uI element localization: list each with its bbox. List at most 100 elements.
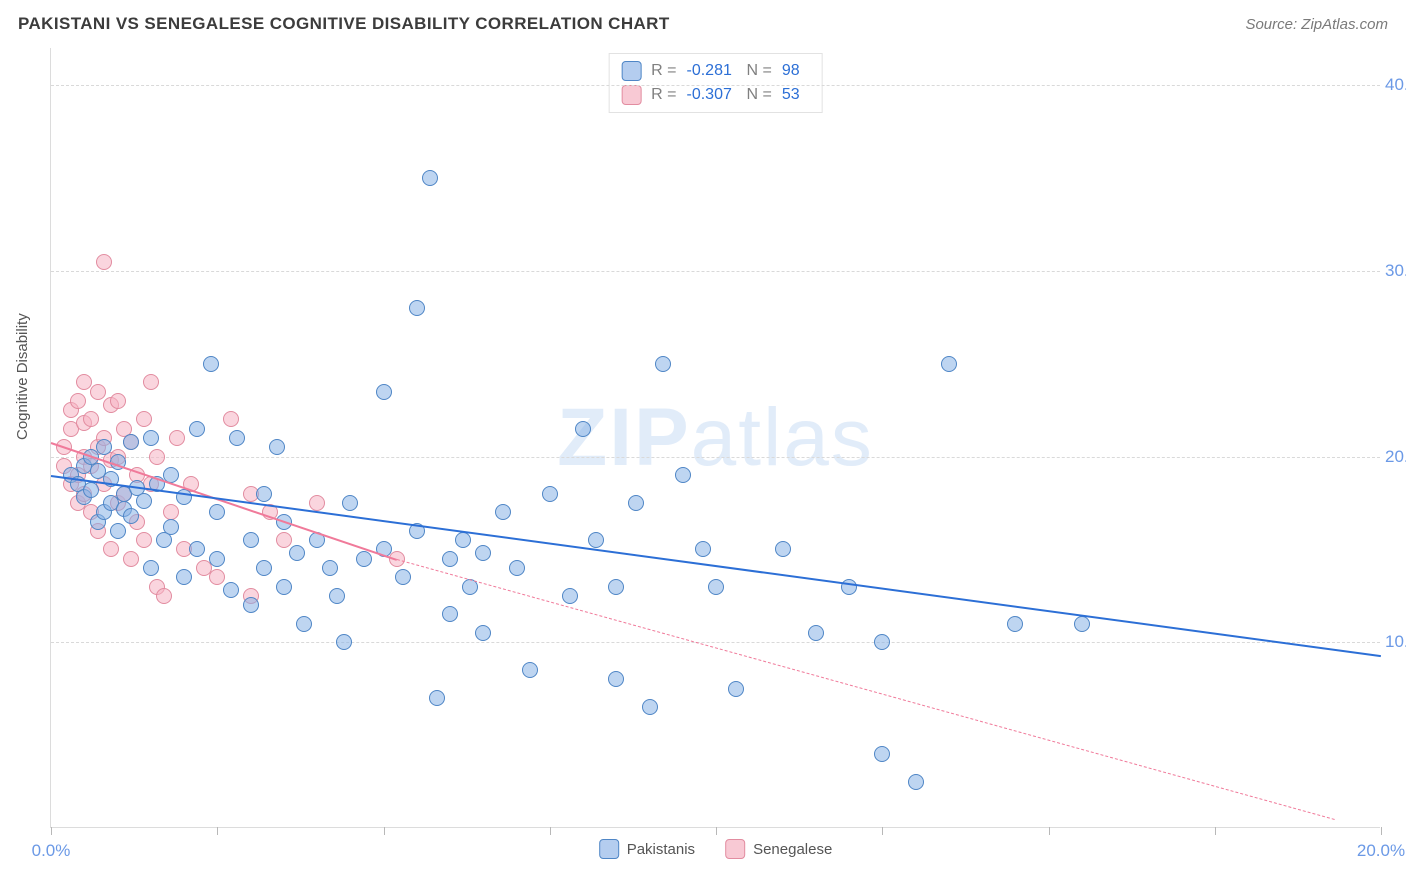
x-tick (1381, 827, 1382, 835)
point-pakistanis (83, 482, 99, 498)
point-pakistanis (455, 532, 471, 548)
point-pakistanis (209, 504, 225, 520)
chart-header: PAKISTANI VS SENEGALESE COGNITIVE DISABI… (18, 14, 1388, 34)
point-senegalese (169, 430, 185, 446)
point-senegalese (70, 393, 86, 409)
stats-row-pakistanis: R = -0.281 N = 98 (621, 59, 810, 83)
legend-label: Senegalese (753, 841, 832, 858)
trendline-pakistanis (51, 475, 1381, 657)
point-pakistanis (874, 746, 890, 762)
point-pakistanis (588, 532, 604, 548)
point-senegalese (143, 374, 159, 390)
point-pakistanis (163, 519, 179, 535)
x-tick (384, 827, 385, 835)
point-pakistanis (229, 430, 245, 446)
point-pakistanis (841, 579, 857, 595)
point-pakistanis (256, 560, 272, 576)
point-pakistanis (209, 551, 225, 567)
x-tick (1049, 827, 1050, 835)
point-pakistanis (628, 495, 644, 511)
point-pakistanis (655, 356, 671, 372)
gridline (51, 271, 1380, 272)
point-senegalese (276, 532, 292, 548)
point-senegalese (83, 411, 99, 427)
point-pakistanis (608, 579, 624, 595)
point-pakistanis (708, 579, 724, 595)
point-senegalese (223, 411, 239, 427)
point-pakistanis (296, 616, 312, 632)
stats-legend: R = -0.281 N = 98 R = -0.307 N = 53 (608, 53, 823, 113)
swatch-blue-icon (621, 61, 641, 81)
point-pakistanis (336, 634, 352, 650)
y-tick-label: 20.0% (1385, 447, 1406, 467)
point-senegalese (103, 541, 119, 557)
point-senegalese (309, 495, 325, 511)
point-pakistanis (429, 690, 445, 706)
point-senegalese (163, 504, 179, 520)
point-pakistanis (110, 523, 126, 539)
gridline (51, 457, 1380, 458)
point-pakistanis (874, 634, 890, 650)
point-pakistanis (675, 467, 691, 483)
y-axis-label: Cognitive Disability (14, 313, 31, 440)
point-pakistanis (542, 486, 558, 502)
point-pakistanis (475, 545, 491, 561)
point-pakistanis (728, 681, 744, 697)
point-pakistanis (1074, 616, 1090, 632)
point-pakistanis (289, 545, 305, 561)
point-pakistanis (123, 508, 139, 524)
point-senegalese (110, 393, 126, 409)
point-pakistanis (189, 541, 205, 557)
point-pakistanis (509, 560, 525, 576)
point-pakistanis (123, 434, 139, 450)
point-pakistanis (276, 579, 292, 595)
source-label: Source: ZipAtlas.com (1245, 16, 1388, 33)
chart-title: PAKISTANI VS SENEGALESE COGNITIVE DISABI… (18, 14, 670, 34)
point-pakistanis (322, 560, 338, 576)
point-pakistanis (96, 439, 112, 455)
point-senegalese (156, 588, 172, 604)
point-pakistanis (608, 671, 624, 687)
point-senegalese (209, 569, 225, 585)
x-tick (882, 827, 883, 835)
point-pakistanis (409, 300, 425, 316)
point-senegalese (90, 384, 106, 400)
point-pakistanis (495, 504, 511, 520)
point-pakistanis (908, 774, 924, 790)
point-pakistanis (562, 588, 578, 604)
gridline (51, 85, 1380, 86)
plot-area: ZIPatlas R = -0.281 N = 98 R = -0.307 N … (50, 48, 1380, 828)
point-pakistanis (642, 699, 658, 715)
point-pakistanis (143, 560, 159, 576)
point-pakistanis (256, 486, 272, 502)
point-pakistanis (243, 532, 259, 548)
point-pakistanis (1007, 616, 1023, 632)
stats-row-senegalese: R = -0.307 N = 53 (621, 83, 810, 107)
y-tick-label: 40.0% (1385, 75, 1406, 95)
point-pakistanis (475, 625, 491, 641)
point-pakistanis (575, 421, 591, 437)
x-tick-label: 0.0% (32, 841, 71, 861)
x-tick-label: 20.0% (1357, 841, 1405, 861)
point-pakistanis (395, 569, 411, 585)
point-senegalese (136, 532, 152, 548)
x-tick (51, 827, 52, 835)
gridline (51, 642, 1380, 643)
point-pakistanis (329, 588, 345, 604)
point-pakistanis (136, 493, 152, 509)
legend-item-pakistanis: Pakistanis (599, 839, 695, 859)
legend-label: Pakistanis (627, 841, 695, 858)
point-pakistanis (176, 569, 192, 585)
series-legend: Pakistanis Senegalese (599, 839, 833, 859)
x-tick (716, 827, 717, 835)
point-pakistanis (442, 551, 458, 567)
point-pakistanis (342, 495, 358, 511)
x-tick (217, 827, 218, 835)
point-pakistanis (941, 356, 957, 372)
trendline-senegalese-extrapolated (397, 559, 1335, 820)
point-pakistanis (189, 421, 205, 437)
point-pakistanis (269, 439, 285, 455)
point-pakistanis (522, 662, 538, 678)
x-tick (1215, 827, 1216, 835)
point-pakistanis (695, 541, 711, 557)
